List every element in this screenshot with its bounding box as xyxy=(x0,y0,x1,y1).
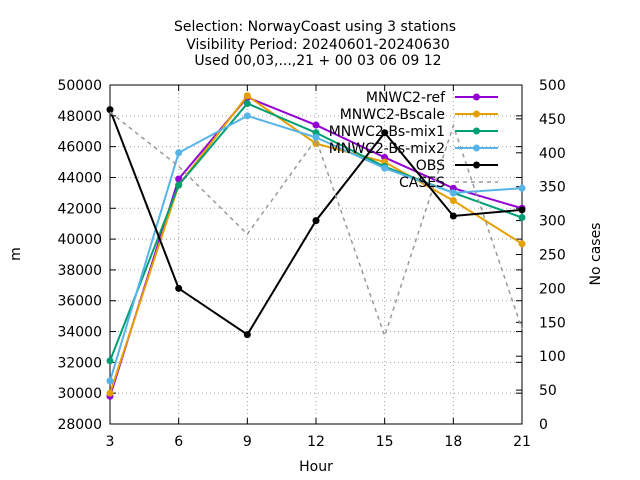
legend-item: MNWC2-Bs-mix2 xyxy=(329,141,498,157)
legend-label: MNWC2-Bscale xyxy=(340,107,445,123)
data-point xyxy=(243,99,251,107)
x-tick-label: 9 xyxy=(243,434,252,450)
data-point xyxy=(106,389,114,397)
data-point xyxy=(449,197,457,205)
data-point xyxy=(381,164,389,172)
y-tick-label: 36000 xyxy=(57,294,102,310)
y-axis-label: m xyxy=(8,247,24,261)
legend-marker xyxy=(473,127,480,135)
legend-label: OBS xyxy=(416,158,445,174)
data-point xyxy=(175,181,183,189)
x-tick-label: 18 xyxy=(444,434,462,450)
y2-tick-label: 250 xyxy=(539,248,566,264)
legend-marker xyxy=(473,144,480,152)
data-point xyxy=(518,184,526,192)
legend-item: MNWC2-Bscale xyxy=(340,107,498,123)
legend-label: MNWC2-ref xyxy=(366,90,446,106)
data-point xyxy=(312,121,320,129)
legend-marker xyxy=(473,93,480,101)
data-point xyxy=(518,240,526,248)
y-tick-label: 50000 xyxy=(57,78,102,94)
y2-tick-label: 500 xyxy=(539,78,566,94)
series-obs xyxy=(106,106,526,339)
x-tick-label: 15 xyxy=(376,434,394,450)
y2-tick-label: 0 xyxy=(539,417,548,433)
y2-tick-label: 450 xyxy=(539,112,566,128)
x-axis-ticks: 3 6 9 12 15 18 21 xyxy=(106,85,531,450)
data-point xyxy=(175,284,183,292)
data-point xyxy=(312,133,320,141)
y2-axis-ticks: 0 50 100 150 200 250 300 350 400 450 500 xyxy=(516,78,566,433)
x-tick-label: 6 xyxy=(174,434,183,450)
y2-tick-label: 100 xyxy=(539,349,566,365)
legend-marker xyxy=(473,110,480,118)
x-axis-label: Hour xyxy=(299,459,333,475)
chart-title-line-1: Selection: NorwayCoast using 3 stations xyxy=(174,19,456,35)
legend-label: MNWC2-Bs-mix2 xyxy=(329,141,445,157)
y-axis-ticks: 28000 30000 32000 34000 36000 38000 40000 42000… xyxy=(57,78,522,433)
y-tick-label: 32000 xyxy=(57,355,102,371)
legend-item: CASES xyxy=(399,175,498,191)
data-point xyxy=(381,129,389,137)
y-tick-label: 48000 xyxy=(57,109,102,125)
y2-tick-label: 150 xyxy=(539,315,566,331)
series-layer xyxy=(106,92,526,400)
data-point xyxy=(518,206,526,214)
data-point xyxy=(106,357,114,365)
series-cases xyxy=(109,111,523,339)
y-tick-label: 40000 xyxy=(57,232,102,248)
data-point xyxy=(518,214,526,222)
legend-item: OBS xyxy=(416,158,498,174)
x-tick-label: 3 xyxy=(106,434,115,450)
y2-tick-label: 350 xyxy=(539,180,566,196)
y-tick-label: 46000 xyxy=(57,140,102,156)
x-tick-label: 21 xyxy=(513,434,531,450)
data-point xyxy=(243,331,251,339)
y2-tick-label: 50 xyxy=(539,383,557,399)
y2-axis-label: No cases xyxy=(588,223,604,286)
legend-marker xyxy=(473,161,480,169)
chart-title: Selection: NorwayCoast using 3 stations … xyxy=(174,19,456,69)
y2-tick-label: 400 xyxy=(539,146,566,162)
series-line xyxy=(109,111,523,339)
y-tick-label: 42000 xyxy=(57,201,102,217)
data-point xyxy=(449,212,457,220)
y-tick-label: 38000 xyxy=(57,263,102,279)
y-tick-label: 30000 xyxy=(57,386,102,402)
data-point xyxy=(106,377,114,385)
data-point xyxy=(312,217,320,225)
legend-label: CASES xyxy=(399,175,445,191)
x-tick-label: 12 xyxy=(307,434,325,450)
y-tick-label: 34000 xyxy=(57,325,102,341)
legend-item: MNWC2-ref xyxy=(366,90,498,106)
series-mnwc2-bs-mix2 xyxy=(106,112,526,385)
legend-item: MNWC2-Bs-mix1 xyxy=(329,124,498,140)
y-tick-label: 44000 xyxy=(57,170,102,186)
data-point xyxy=(106,106,114,114)
chart-title-line-3: Used 00,03,...,21 + 00 03 06 09 12 xyxy=(194,53,441,69)
y-tick-label: 28000 xyxy=(57,417,102,433)
data-point xyxy=(243,92,251,100)
legend: MNWC2-refMNWC2-BscaleMNWC2-Bs-mix1MNWC2-… xyxy=(329,90,498,191)
y2-tick-label: 200 xyxy=(539,281,566,297)
y2-tick-label: 300 xyxy=(539,214,566,230)
data-point xyxy=(175,175,183,183)
data-point xyxy=(175,149,183,157)
data-point xyxy=(243,112,251,120)
chart-title-line-2: Visibility Period: 20240601-20240630 xyxy=(186,37,450,53)
data-point xyxy=(449,189,457,197)
legend-label: MNWC2-Bs-mix1 xyxy=(329,124,445,140)
